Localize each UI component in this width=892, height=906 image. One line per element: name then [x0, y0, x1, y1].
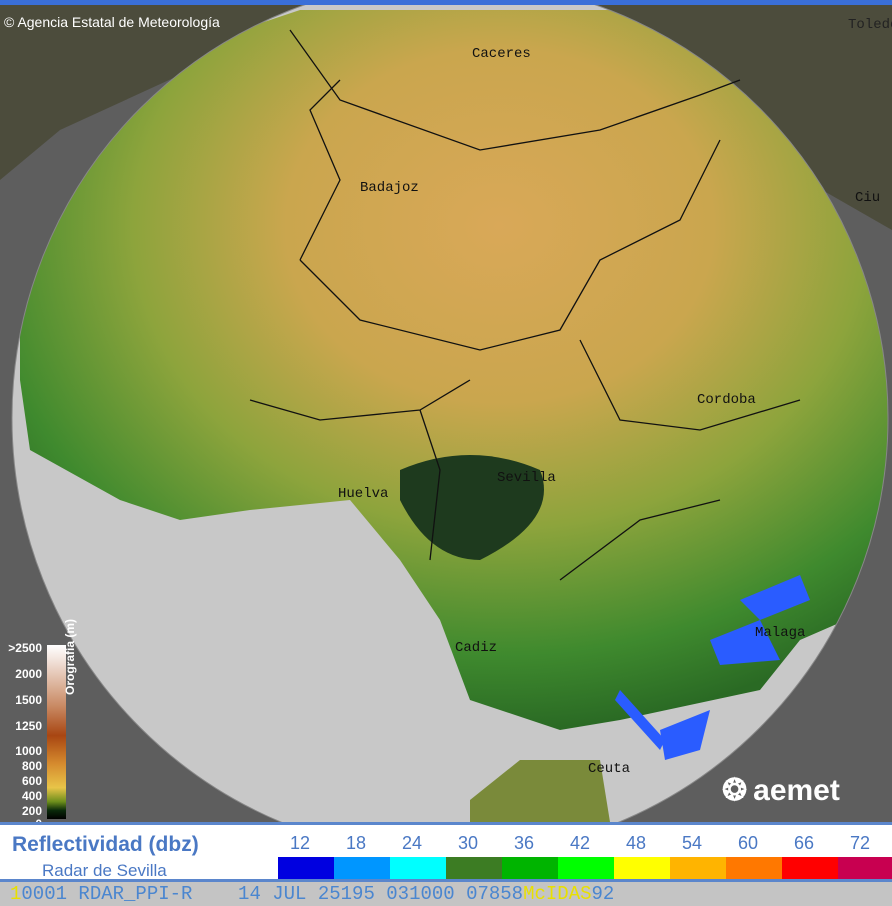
status-footer: 10001 RDAR_PPI-R 14 JUL 25195 031000 078… [0, 882, 892, 906]
legend-value: 66 [793, 833, 815, 853]
legend-swatch [446, 857, 502, 879]
city-label: Ceuta [588, 761, 631, 777]
legend-value: 24 [401, 833, 423, 853]
city-label: Toledo [848, 17, 892, 33]
legend-value: 60 [737, 833, 759, 853]
logo-text: aemet [753, 773, 840, 807]
copyright: © Agencia Estatal de Meteorología [4, 14, 220, 30]
footer-tail: 92 [591, 883, 615, 905]
legend-swatch [558, 857, 614, 879]
orography-legend: >250020001500125010008006004002000 [0, 641, 70, 831]
reflectivity-legend: Reflectividad (dbz) Radar de Sevilla 12 1… [0, 822, 892, 882]
city-label: Cordoba [697, 392, 756, 408]
footer-index: 1 [10, 883, 22, 905]
legend-swatch [670, 857, 726, 879]
city-label: Ciu [855, 190, 881, 206]
legend-value: 72 [849, 833, 871, 853]
legend-value: 12 [289, 833, 311, 853]
radar-echoes [615, 575, 810, 760]
legend-swatch [782, 857, 838, 879]
orography-title: Orografía (m) [63, 618, 77, 695]
legend-value: 54 [681, 833, 703, 853]
orography-tick: 200 [21, 804, 42, 818]
orography-tick: 800 [21, 759, 42, 773]
legend-value: 42 [569, 833, 591, 853]
city-label: Caceres [472, 46, 531, 62]
borders [249, 29, 801, 581]
aemet-logo: ❂ aemet [722, 773, 840, 808]
city-label: Malaga [755, 625, 806, 641]
footer-overlay: McIDAS [523, 883, 592, 905]
legend-swatch [502, 857, 558, 879]
city-label: Huelva [338, 486, 389, 502]
orography-colorbar [47, 645, 66, 819]
legend-value: 30 [457, 833, 479, 853]
city-label: Sevilla [497, 470, 556, 486]
orography-tick: 400 [21, 789, 42, 803]
orography-tick: 2000 [15, 667, 42, 681]
legend-swatch [334, 857, 390, 879]
logo-icon: ❂ [722, 774, 748, 807]
city-label: Badajoz [360, 180, 419, 196]
legend-swatch [614, 857, 670, 879]
legend-title: Reflectividad (dbz) [12, 833, 199, 856]
orography-tick: 600 [21, 774, 42, 788]
orography-tick: 1500 [15, 693, 42, 707]
legend-swatch [838, 857, 892, 879]
radar-map[interactable]: Caceres Badajoz Cordoba Sevilla Huelva M… [0, 0, 892, 857]
city-label: Cadiz [455, 640, 498, 656]
copyright-text: Agencia Estatal de Meteorología [17, 14, 220, 30]
legend-swatch [390, 857, 446, 879]
map-canvas [0, 0, 892, 857]
legend-value: 18 [345, 833, 367, 853]
legend-swatch [726, 857, 782, 879]
legend-subtitle: Radar de Sevilla [42, 861, 167, 880]
orography-tick: >2500 [8, 641, 42, 655]
legend-value: 48 [625, 833, 647, 853]
orography-tick: 1000 [15, 744, 42, 758]
orography-tick: 1250 [15, 719, 42, 733]
footer-text: 0001 RDAR_PPI-R 14 JUL 25195 031000 0785… [21, 883, 524, 905]
legend-value: 36 [513, 833, 535, 853]
legend-swatch [278, 857, 334, 879]
